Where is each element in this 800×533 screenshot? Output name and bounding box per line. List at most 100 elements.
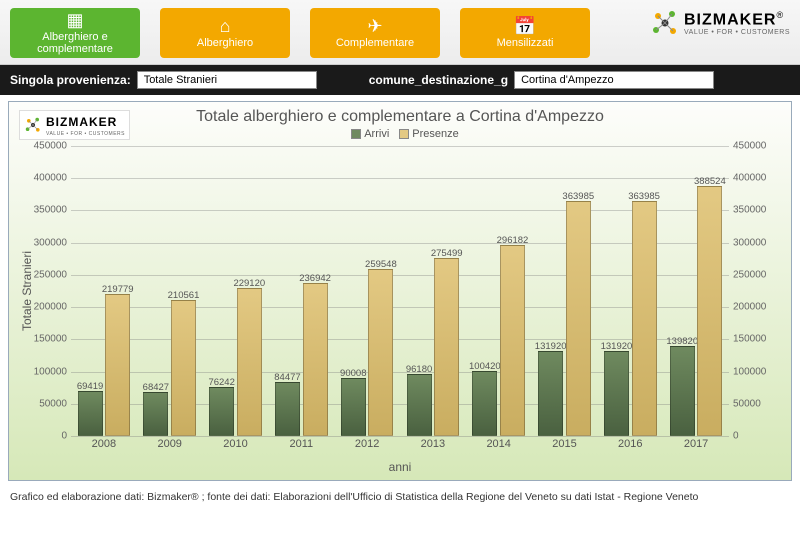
bar-value: 131920 (535, 341, 567, 352)
logo-icon (650, 8, 680, 38)
chart-container: BIZMAKER VALUE • FOR • CUSTOMERS Totale … (8, 101, 792, 481)
y-tick-left: 150000 (34, 334, 71, 345)
bar-arrivi: 131920 (604, 351, 629, 436)
bar-value: 363985 (628, 191, 660, 202)
nav-icon: ✈ (367, 17, 382, 35)
brand-logo: BIZMAKER® VALUE • FOR • CUSTOMERS (650, 8, 790, 38)
y-tick-right: 50000 (729, 398, 761, 409)
bar-value: 90008 (340, 368, 366, 379)
bar-group: 1319203639852015 (532, 146, 598, 436)
bar-group: 1319203639852016 (597, 146, 663, 436)
bar-value: 96180 (406, 364, 432, 375)
y-tick-right: 350000 (729, 205, 766, 216)
bar-group: 1004202961822014 (466, 146, 532, 436)
bar-group: 762422291202010 (203, 146, 269, 436)
destinazione-label: comune_destinazione_g (369, 73, 508, 87)
x-tick: 2010 (203, 436, 269, 450)
bar-presenze: 229120 (237, 288, 262, 436)
bar-presenze: 388524 (697, 186, 722, 436)
bar-group: 684272105612009 (137, 146, 203, 436)
brand-tagline: VALUE • FOR • CUSTOMERS (684, 29, 790, 36)
bar-value: 69419 (77, 381, 103, 392)
nav-alberghiero[interactable]: ⌂ Alberghiero (160, 8, 290, 58)
bar-value: 363985 (562, 191, 594, 202)
x-tick: 2014 (466, 436, 532, 450)
bar-value: 259548 (365, 259, 397, 270)
y-tick-left: 100000 (34, 366, 71, 377)
bar-value: 296182 (497, 235, 529, 246)
y-tick-right: 150000 (729, 334, 766, 345)
provenienza-select[interactable]: Totale Stranieri (137, 71, 317, 89)
bar-arrivi: 96180 (407, 374, 432, 436)
nav-icon: ▦ (66, 11, 83, 29)
x-tick: 2011 (268, 436, 334, 450)
bar-value: 68427 (143, 382, 169, 393)
bar-value: 210561 (168, 290, 200, 301)
y-tick-right: 100000 (729, 366, 766, 377)
y-axis-title: Totale Stranieri (20, 251, 34, 331)
legend-label: Presenze (412, 128, 458, 140)
y-tick-right: 300000 (729, 237, 766, 248)
bar-value: 236942 (299, 273, 331, 284)
destinazione-select[interactable]: Cortina d'Ampezzo (514, 71, 714, 89)
nav-label: Alberghiero (197, 37, 253, 49)
bar-arrivi: 76242 (209, 387, 234, 436)
y-tick-left: 350000 (34, 205, 71, 216)
bar-value: 84477 (274, 372, 300, 383)
y-tick-right: 250000 (729, 269, 766, 280)
y-tick-left: 200000 (34, 302, 71, 313)
legend-swatch (351, 129, 361, 139)
bar-presenze: 210561 (171, 300, 196, 436)
x-tick: 2012 (334, 436, 400, 450)
y-tick-left: 300000 (34, 237, 71, 248)
brand-name: BIZMAKER (684, 11, 776, 28)
bar-value: 76242 (208, 377, 234, 388)
chart-plot: 0050000500001000001000001500001500002000… (71, 146, 729, 436)
nav-label: Complementare (336, 37, 414, 49)
bar-value: 131920 (601, 341, 633, 352)
y-tick-left: 400000 (34, 173, 71, 184)
bar-presenze: 275499 (434, 258, 459, 436)
bar-arrivi: 69419 (78, 391, 103, 436)
y-tick-right: 0 (729, 431, 739, 442)
bar-arrivi: 90008 (341, 378, 366, 436)
bar-value: 139820 (666, 336, 698, 347)
nav-label: Alberghiero e complementare (10, 31, 140, 55)
nav-icon: ⌂ (220, 17, 231, 35)
bar-value: 388524 (694, 176, 726, 187)
y-tick-left: 50000 (39, 398, 71, 409)
y-tick-right: 400000 (729, 173, 766, 184)
bar-value: 229120 (233, 278, 265, 289)
nav-icon: 📅 (514, 17, 536, 35)
nav-label: Mensilizzati (497, 37, 554, 49)
nav-complementare[interactable]: ✈ Complementare (310, 8, 440, 58)
y-tick-right: 450000 (729, 141, 766, 152)
nav-mensilizzati[interactable]: 📅 Mensilizzati (460, 8, 590, 58)
x-tick: 2009 (137, 436, 203, 450)
provenienza-label: Singola provenienza: (10, 73, 131, 87)
bar-presenze: 363985 (566, 201, 591, 436)
bar-arrivi: 84477 (275, 382, 300, 436)
x-tick: 2016 (597, 436, 663, 450)
bar-presenze: 259548 (368, 269, 393, 436)
bar-group: 900082595482012 (334, 146, 400, 436)
y-tick-right: 200000 (729, 302, 766, 313)
y-tick-left: 0 (61, 431, 71, 442)
bar-arrivi: 100420 (472, 371, 497, 436)
legend-label: Arrivi (364, 128, 389, 140)
bar-value: 219779 (102, 284, 134, 295)
footer-text: Grafico ed elaborazione dati: Bizmaker® … (0, 485, 800, 509)
x-tick: 2015 (532, 436, 598, 450)
y-tick-left: 450000 (34, 141, 71, 152)
bar-group: 1398203885242017 (663, 146, 729, 436)
x-tick: 2013 (400, 436, 466, 450)
bar-arrivi: 68427 (143, 392, 168, 436)
bar-arrivi: 131920 (538, 351, 563, 436)
bar-presenze: 236942 (303, 283, 328, 436)
top-toolbar: ▦ Alberghiero e complementare ⌂ Alberghiero… (0, 0, 800, 65)
nav-alberghiero-e-complementare[interactable]: ▦ Alberghiero e complementare (10, 8, 140, 58)
legend-swatch (399, 129, 409, 139)
bar-group: 961802754992013 (400, 146, 466, 436)
bar-group: 844772369422011 (268, 146, 334, 436)
filter-bar: Singola provenienza: Totale Stranieri co… (0, 65, 800, 95)
